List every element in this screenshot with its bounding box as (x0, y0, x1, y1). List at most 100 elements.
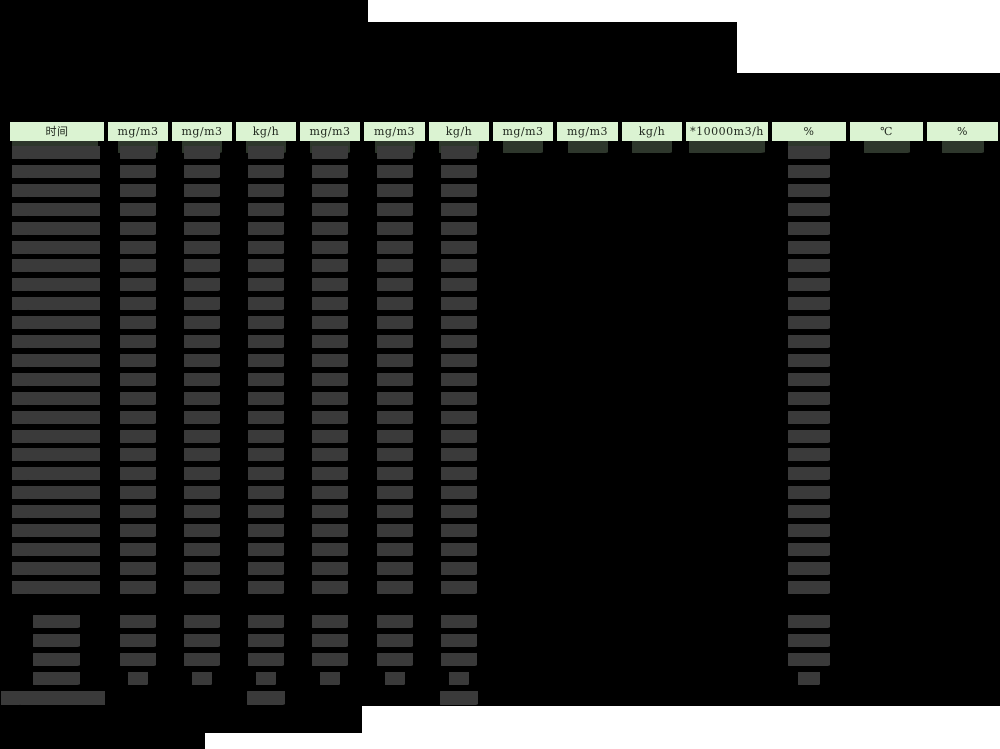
redacted-value (312, 505, 348, 518)
redacted-value (184, 543, 220, 556)
redacted-value (248, 316, 284, 329)
redacted-value (184, 335, 220, 348)
redacted-value (192, 672, 212, 685)
redacted-value (788, 581, 830, 594)
redacted-value (788, 316, 830, 329)
redacted-value (248, 184, 284, 197)
column-header-unit: kg/h (622, 122, 682, 141)
column-header-unit: mg/m3 (300, 122, 360, 141)
redacted-value (441, 505, 477, 518)
redacted-value (120, 562, 156, 575)
redacted-value (788, 146, 830, 159)
redacted-value (312, 222, 348, 235)
redacted-value (441, 467, 477, 480)
redacted-value (312, 392, 348, 405)
redacted-value (184, 505, 220, 518)
redacted-value (184, 222, 220, 235)
redacted-value (248, 448, 284, 461)
redacted-value (788, 241, 830, 254)
redacted-value (788, 562, 830, 575)
redacted-value (441, 634, 477, 647)
redacted-value (120, 653, 156, 666)
redacted-value (312, 297, 348, 310)
redacted-value (788, 165, 830, 178)
redacted-value (248, 430, 284, 443)
redacted-value (376, 146, 413, 159)
redacted-value (788, 278, 830, 291)
redacted-value (248, 467, 284, 480)
redacted-value (120, 524, 156, 537)
redacted-value (184, 354, 220, 367)
redacted-value (376, 486, 413, 499)
column-header-unit: mg/m3 (364, 122, 425, 141)
redacted-value (441, 562, 477, 575)
redacted-value (441, 278, 477, 291)
redacted-value (312, 203, 348, 216)
redacted-timestamp (12, 411, 100, 424)
redacted-value (384, 672, 405, 685)
redacted-value (441, 615, 477, 628)
redacted-timestamp (12, 524, 100, 537)
redacted-value (184, 392, 220, 405)
redacted-timestamp (12, 222, 100, 235)
redacted-value (248, 354, 284, 367)
redacted-value (376, 241, 413, 254)
column-header-unit: mg/m3 (108, 122, 168, 141)
redacted-value (120, 165, 156, 178)
redacted-timestamp (12, 203, 100, 216)
redacted-value (441, 411, 477, 424)
redacted-value (248, 581, 284, 594)
redacted-value (441, 165, 477, 178)
redacted-value (120, 392, 156, 405)
redacted-summary-label (33, 653, 80, 666)
redacted-value (788, 392, 830, 405)
column-header-unit: ℃ (850, 122, 923, 141)
redacted-value (184, 165, 220, 178)
redacted-value (184, 634, 220, 647)
column-header-unit: mg/m3 (172, 122, 232, 141)
redacted-timestamp (12, 316, 100, 329)
redacted-value (376, 392, 413, 405)
redacted-value (441, 581, 477, 594)
redacted-value (184, 203, 220, 216)
redacted-value (184, 411, 220, 424)
redacted-cell-peek (567, 141, 608, 153)
redacted-value (312, 411, 348, 424)
redacted-value (441, 146, 477, 159)
redacted-value (120, 278, 156, 291)
redacted-value (312, 634, 348, 647)
redacted-value (312, 615, 348, 628)
redacted-value (788, 486, 830, 499)
redacted-timestamp (12, 297, 100, 310)
redacted-value (184, 241, 220, 254)
redacted-total-label (1, 691, 105, 705)
redacted-value (248, 653, 284, 666)
redacted-value (312, 581, 348, 594)
redacted-value (376, 316, 413, 329)
redacted-summary-label (33, 672, 80, 685)
redacted-value (788, 467, 830, 480)
redacted-value (128, 672, 148, 685)
redacted-value (441, 259, 477, 272)
redacted-timestamp (12, 278, 100, 291)
redacted-value (312, 373, 348, 386)
redacted-value (376, 203, 413, 216)
redacted-value (248, 543, 284, 556)
redacted-timestamp (12, 146, 100, 159)
redacted-value (441, 373, 477, 386)
redacted-value (120, 222, 156, 235)
redacted-value (376, 505, 413, 518)
redacted-value (376, 430, 413, 443)
redacted-timestamp (12, 392, 100, 405)
redaction-block-title (0, 0, 368, 22)
redacted-value (120, 634, 156, 647)
redacted-value (184, 259, 220, 272)
redacted-value (441, 392, 477, 405)
redacted-value (248, 524, 284, 537)
redacted-value (788, 524, 830, 537)
redacted-value (248, 165, 284, 178)
redacted-value (120, 259, 156, 272)
redacted-value (376, 543, 413, 556)
redacted-value (248, 634, 284, 647)
redacted-value (376, 615, 413, 628)
